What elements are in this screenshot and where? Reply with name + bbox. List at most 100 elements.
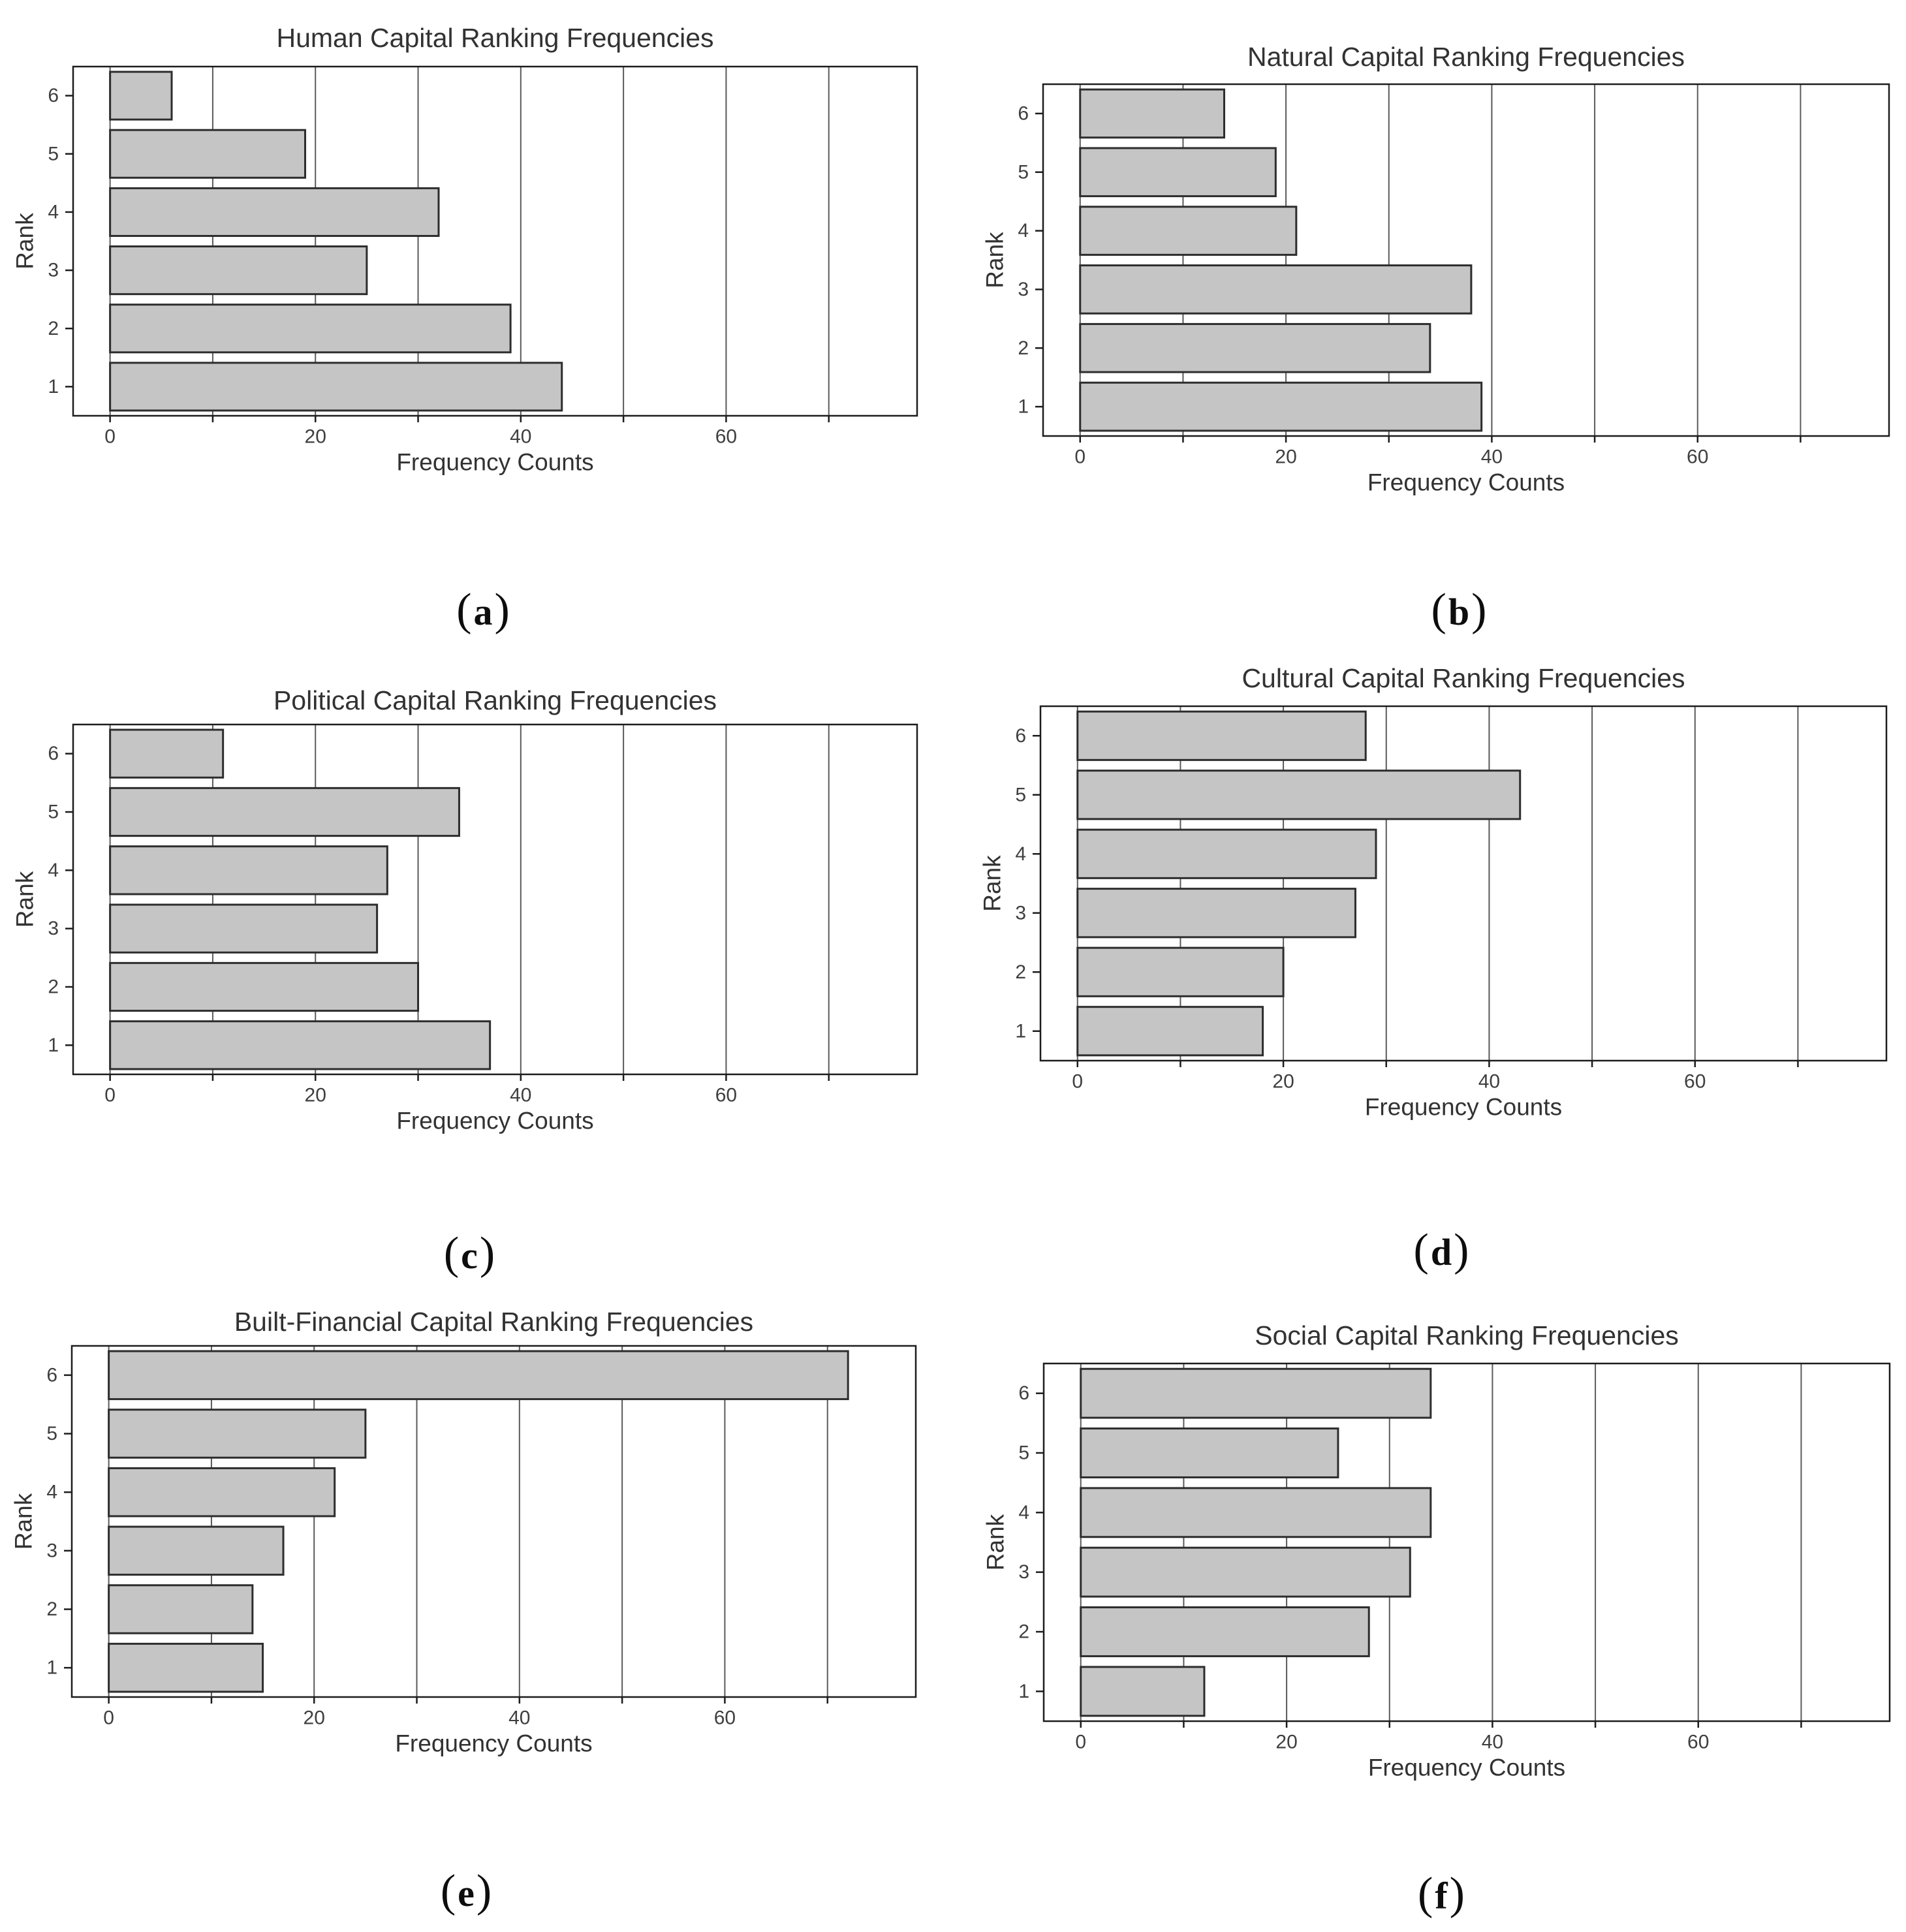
x-tick-label: 60 <box>715 426 737 448</box>
y-tick-label: 5 <box>1018 161 1029 183</box>
panel-label-f: (f) <box>1418 1871 1465 1917</box>
y-tick-label: 4 <box>1015 843 1026 865</box>
x-tick-label: 20 <box>304 1707 325 1729</box>
y-tick-label: 1 <box>46 1657 57 1679</box>
y-tick-label: 3 <box>46 1540 57 1561</box>
y-tick-label: 4 <box>48 201 59 223</box>
x-axis-label: Frequency Counts <box>1368 1754 1565 1781</box>
panel-border <box>70 1345 917 1698</box>
panel-label-d-close-paren: ) <box>1454 1225 1469 1275</box>
bar-rank-1 <box>108 1642 264 1693</box>
y-tick-label: 3 <box>1018 1561 1029 1583</box>
y-tick-label: 5 <box>48 802 59 823</box>
bar-rank-6 <box>109 70 173 121</box>
x-tick-label: 0 <box>104 1085 116 1106</box>
y-tick-label: 2 <box>46 1598 57 1620</box>
panel-border <box>1042 83 1890 437</box>
bar-rank-4 <box>109 187 440 237</box>
bar-rank-1 <box>1079 381 1483 432</box>
y-tick-label: 6 <box>48 743 59 764</box>
bar-rank-2 <box>1079 322 1431 373</box>
panel-label-c-letter: c <box>461 1234 478 1277</box>
y-tick-label: 3 <box>1015 902 1026 924</box>
y-tick-label: 4 <box>48 860 59 881</box>
x-tick-label: 20 <box>305 1085 326 1106</box>
plot-panel <box>1040 706 1886 1061</box>
y-tick-label: 6 <box>1015 725 1026 747</box>
bar-rank-3 <box>1079 264 1473 315</box>
x-tick-label: 20 <box>1275 446 1296 468</box>
y-axis-label: Rank <box>10 1493 37 1550</box>
y-tick-label: 5 <box>1018 1442 1029 1464</box>
x-tick-label: 0 <box>1074 446 1086 468</box>
y-tick-label: 6 <box>48 85 59 106</box>
panel-label-e-letter: e <box>458 1872 475 1914</box>
chart-title: Human Capital Ranking Frequencies <box>276 23 713 53</box>
y-tick-label: 5 <box>1015 784 1026 805</box>
chart-title: Political Capital Ranking Frequencies <box>273 685 717 715</box>
y-tick-label: 6 <box>46 1364 57 1386</box>
x-tick-label: 0 <box>104 426 116 448</box>
y-tick-label: 2 <box>1018 337 1029 359</box>
y-axis-label: Rank <box>12 213 39 270</box>
bar-rank-2 <box>109 304 512 354</box>
y-tick-label: 4 <box>1018 220 1029 242</box>
chart-title: Built-Financial Capital Ranking Frequenc… <box>234 1307 753 1337</box>
bar-rank-3 <box>1080 1546 1411 1598</box>
x-axis-label: Frequency Counts <box>396 449 593 476</box>
bar-rank-2 <box>1076 946 1285 997</box>
panel-label-e: (e) <box>441 1869 492 1914</box>
panel-label-a-close-paren: ) <box>494 585 510 635</box>
plot-panel <box>1043 84 1889 436</box>
panel-label-a-open-paren: ( <box>456 585 472 635</box>
chart-title: Cultural Capital Ranking Frequencies <box>1242 663 1685 693</box>
panel-label-e-close-paren: ) <box>476 1866 492 1916</box>
x-tick-label: 0 <box>1072 1071 1083 1093</box>
panel-label-b-close-paren: ) <box>1471 585 1487 635</box>
y-tick-label: 1 <box>1018 396 1029 418</box>
panel-label-a: (a) <box>456 587 510 633</box>
bar-rank-1 <box>1076 1006 1264 1057</box>
panel-border <box>72 65 918 417</box>
bar-rank-6 <box>108 1350 849 1401</box>
y-tick-label: 5 <box>46 1423 57 1444</box>
bar-rank-6 <box>1079 88 1225 139</box>
panel-label-c: (c) <box>444 1231 495 1277</box>
panel-label-b: (b) <box>1431 587 1487 633</box>
panel-label-a-letter: a <box>473 591 493 633</box>
panel-border <box>1042 1362 1891 1722</box>
bar-rank-1 <box>109 362 563 412</box>
x-tick-label: 40 <box>508 1707 530 1729</box>
panel-border <box>1039 705 1888 1062</box>
bar-rank-1 <box>1080 1666 1206 1717</box>
x-tick-label: 60 <box>1687 1732 1709 1753</box>
x-tick-label: 20 <box>1272 1071 1294 1093</box>
bar-rank-4 <box>1076 828 1377 879</box>
panel-border <box>72 723 918 1076</box>
panel-label-b-open-paren: ( <box>1431 585 1446 635</box>
x-tick-label: 20 <box>1275 1732 1297 1753</box>
plot-panel <box>73 724 917 1074</box>
y-tick-label: 3 <box>48 918 59 939</box>
x-axis-label: Frequency Counts <box>396 1108 593 1134</box>
panel-label-c-close-paren: ) <box>479 1228 495 1279</box>
y-tick-label: 6 <box>1018 102 1029 124</box>
y-tick-label: 4 <box>46 1482 57 1503</box>
x-tick-label: 20 <box>305 426 326 448</box>
bar-rank-2 <box>109 961 420 1012</box>
y-tick-label: 6 <box>1018 1382 1029 1404</box>
panel-label-f-letter: f <box>1435 1875 1448 1917</box>
y-tick-label: 2 <box>1015 961 1026 983</box>
panel-label-c-open-paren: ( <box>443 1228 460 1279</box>
bar-rank-5 <box>109 129 306 179</box>
y-axis-label: Rank <box>12 871 39 927</box>
bar-rank-4 <box>1079 206 1298 256</box>
bar-rank-3 <box>108 1525 285 1576</box>
x-tick-label: 40 <box>1482 1732 1503 1753</box>
x-axis-label: Frequency Counts <box>395 1730 592 1757</box>
y-tick-label: 1 <box>1015 1020 1026 1042</box>
x-tick-label: 40 <box>510 426 531 448</box>
